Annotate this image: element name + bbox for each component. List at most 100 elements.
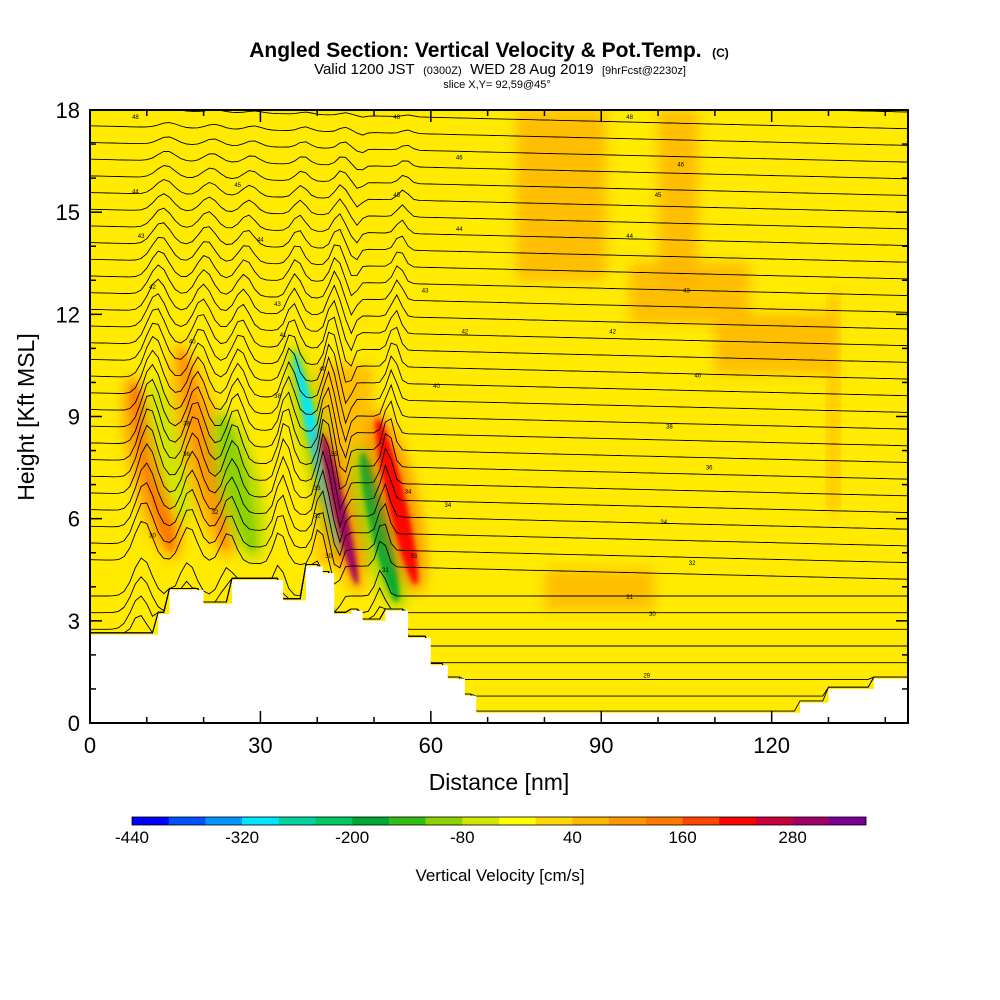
contour-label: 40 xyxy=(189,340,196,346)
colorbar-swatch xyxy=(755,817,793,825)
y-tick-label: 12 xyxy=(56,302,80,327)
colorbar-swatch xyxy=(645,817,683,825)
x-tick-label: 120 xyxy=(753,733,790,758)
colorbar-swatch xyxy=(315,817,353,825)
contour-label: 42 xyxy=(149,285,156,291)
colorbar-swatch xyxy=(719,817,757,825)
theta-contour xyxy=(90,308,908,367)
colorbar-swatch xyxy=(829,817,867,825)
velocity-feature xyxy=(211,410,265,559)
contour-label: 40 xyxy=(320,367,327,373)
theta-contour xyxy=(108,110,908,130)
contour-label: 46 xyxy=(677,162,684,168)
contour-label: 46 xyxy=(456,156,463,162)
colorbar-tick-label: 280 xyxy=(778,828,806,847)
chart-title-block: Angled Section: Vertical Velocity & Pot.… xyxy=(249,39,729,91)
contour-label: 34 xyxy=(405,489,412,495)
colorbar-swatch xyxy=(352,817,390,825)
contour-label: 34 xyxy=(660,520,667,526)
theta-contour xyxy=(90,250,908,297)
colorbar-swatch xyxy=(499,817,536,825)
theta-contour xyxy=(90,278,908,335)
chart-subtitle-valid: Valid 1200 JST (0300Z) WED 28 Aug 2019 [… xyxy=(314,61,686,78)
contour-label: 41 xyxy=(280,333,287,339)
contour-label: 48 xyxy=(393,115,400,121)
colorbar-tick-label: -80 xyxy=(450,828,475,847)
x-tick-label: 0 xyxy=(84,733,96,758)
velocity-patch xyxy=(516,110,607,280)
velocity-patch xyxy=(714,313,835,374)
contour-label: 36 xyxy=(183,452,190,458)
contour-label: 45 xyxy=(234,183,241,189)
terrain-mask xyxy=(90,566,908,723)
x-tick-label: 30 xyxy=(248,733,272,758)
contour-label: 33 xyxy=(314,486,321,492)
theta-contour xyxy=(90,236,908,280)
contour-label: 35 xyxy=(331,452,338,458)
theta-contour xyxy=(90,394,908,473)
theta-contour xyxy=(90,322,908,383)
contour-label: 32 xyxy=(314,513,321,519)
theta-contour xyxy=(90,207,908,246)
contour-label: 43 xyxy=(683,288,690,294)
colorbar-swatch xyxy=(278,817,316,825)
colorbar-frame xyxy=(131,816,867,826)
contour-label: 30 xyxy=(325,554,332,560)
y-tick-label: 3 xyxy=(68,609,80,634)
contour-label: 48 xyxy=(132,115,139,121)
contour-label: 30 xyxy=(649,612,656,618)
colorbar-swatch xyxy=(462,817,500,825)
colorbar-tick-label: -320 xyxy=(225,828,259,847)
contour-label: 44 xyxy=(626,234,633,240)
colorbar-tick-label: -440 xyxy=(115,828,149,847)
contour-label: 32 xyxy=(689,561,696,567)
colorbar-tick-labels: -440 -320 -200 -80 40 160 280 xyxy=(115,828,807,847)
x-axis-ticks: 0 30 60 90 120 xyxy=(84,110,887,758)
colorbar-tick-label: -200 xyxy=(335,828,369,847)
theta-contour xyxy=(90,193,908,230)
colorbar-label: Vertical Velocity [cm/s] xyxy=(415,866,584,885)
theta-contour xyxy=(90,264,908,317)
theta-contour xyxy=(90,424,908,512)
theta-contour xyxy=(90,293,908,352)
chart-subtitle-slice: slice X,Y= 92,59@45° xyxy=(443,79,551,91)
theta-contour xyxy=(90,408,908,490)
theta-contour xyxy=(90,502,908,569)
contour-label: 45 xyxy=(655,193,662,199)
colorbar-swatch xyxy=(425,817,463,825)
contour-label: 43 xyxy=(138,234,145,240)
contour-label: 48 xyxy=(626,115,633,121)
theta-contour xyxy=(90,136,908,163)
velocity-patch xyxy=(828,293,839,514)
contour-label: 43 xyxy=(422,288,429,294)
theta-contour xyxy=(90,564,908,630)
contour-label: 44 xyxy=(257,237,264,243)
x-axis-label: Distance [nm] xyxy=(429,769,570,795)
velocity-feature-core xyxy=(375,418,418,585)
theta-contour xyxy=(90,363,908,444)
theta-contour xyxy=(90,482,908,557)
theta-contour xyxy=(90,165,908,196)
theta-contours xyxy=(90,110,908,712)
contour-label: 38 xyxy=(666,425,673,431)
velocity-patch xyxy=(658,110,699,290)
colorbar-swatch xyxy=(205,817,243,825)
theta-contour xyxy=(90,564,908,614)
colorbar-swatch xyxy=(242,817,280,825)
contour-label: 42 xyxy=(609,329,616,335)
theta-contour xyxy=(90,122,908,146)
theta-contour xyxy=(90,179,908,213)
theta-contour xyxy=(90,378,908,460)
theta-contour xyxy=(90,222,908,263)
velocity-feature xyxy=(367,410,426,593)
contour-label: 29 xyxy=(643,673,650,679)
contour-label: 30 xyxy=(149,534,156,540)
theta-contour xyxy=(90,335,908,405)
contour-label: 31 xyxy=(626,595,633,601)
contour-label: 45 xyxy=(393,193,400,199)
velocity-patch xyxy=(544,569,655,610)
colorbar-swatch xyxy=(168,817,206,825)
contour-label: 34 xyxy=(445,503,452,509)
